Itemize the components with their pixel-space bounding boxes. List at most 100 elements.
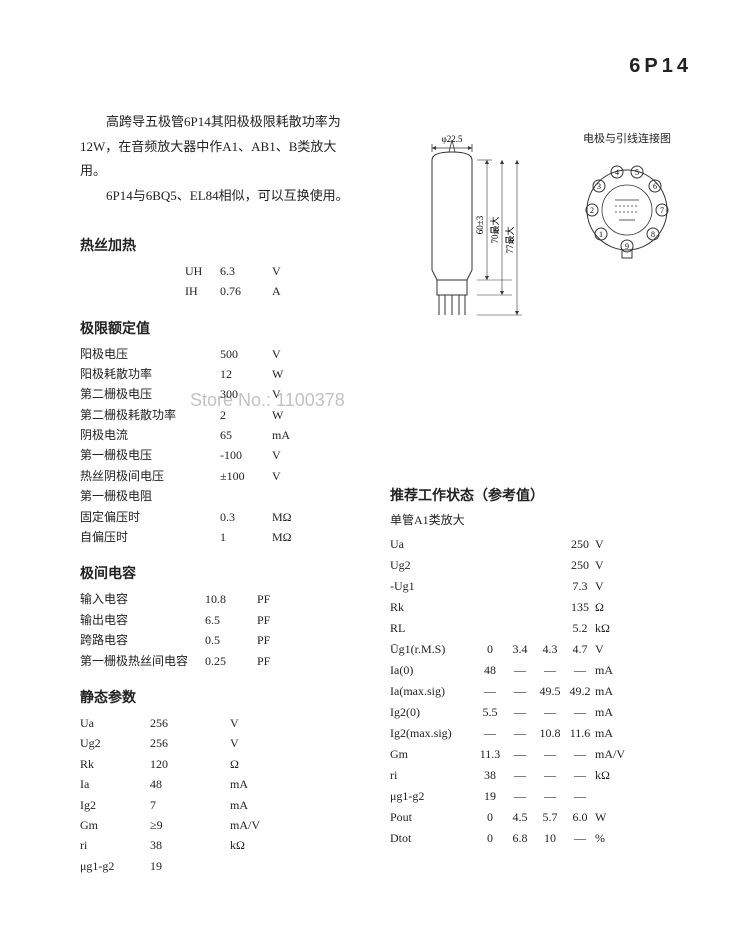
spec-unit: mA	[272, 425, 322, 445]
rec-label: Ig2(max.sig)	[390, 723, 475, 744]
heater-row: UH6.3V	[80, 261, 360, 281]
rec-vals: 5.5———	[475, 702, 595, 723]
spec-unit: PF	[257, 610, 307, 630]
rec-row: Ig2(0)5.5———mA	[390, 702, 690, 723]
spec-sym: ri	[80, 835, 150, 855]
datasheet-page: 6P14 高跨导五极管6P14其阳极极限耗散功率为12W，在音频放大器中作A1、…	[0, 0, 747, 916]
rec-label: Rk	[390, 597, 475, 618]
rec-unit: mA	[595, 702, 635, 723]
spec-unit: kΩ	[230, 835, 280, 855]
rec-vals: ——10.811.6	[475, 723, 595, 744]
rec-row: Ia(0)48———mA	[390, 660, 690, 681]
spec-val: 1	[220, 527, 272, 547]
rec-label: -Ug1	[390, 576, 475, 597]
spec-unit: W	[272, 405, 322, 425]
rec-unit: W	[595, 807, 635, 828]
limits-row: 阳极电压500V	[80, 344, 360, 364]
spec-val: 6.3	[220, 261, 272, 281]
static-row: Ig27mA	[80, 795, 360, 815]
spec-label: 阳极耗散功率	[80, 364, 185, 384]
spec-val: 0.5	[205, 630, 257, 650]
rec-label: Ua	[390, 534, 475, 555]
spec-val: 120	[150, 754, 230, 774]
spec-unit: PF	[257, 589, 307, 609]
rec-unit: mA	[595, 681, 635, 702]
rec-vals: 5.2	[475, 618, 595, 639]
svg-text:7: 7	[660, 206, 664, 215]
spec-sym: IH	[185, 281, 220, 301]
static-title: 静态参数	[80, 687, 360, 707]
spec-sym: UH	[185, 261, 220, 281]
rec-label: Pout	[390, 807, 475, 828]
rec-row: μg1-g219———	[390, 786, 690, 807]
limits-row: 阴极电流65mA	[80, 425, 360, 445]
spec-label: 跨路电容	[80, 630, 205, 650]
rec-unit: mA	[595, 660, 635, 681]
rec-unit: V	[595, 639, 635, 660]
rec-row: Ua250V	[390, 534, 690, 555]
rec-row: Ig2(max.sig)——10.811.6mA	[390, 723, 690, 744]
page-title: 6P14	[629, 55, 692, 78]
spec-subhead: 第一栅极电阻	[80, 486, 360, 506]
spec-label: 输出电容	[80, 610, 205, 630]
svg-text:4: 4	[615, 168, 619, 177]
spec-unit: V	[272, 466, 322, 486]
rec-unit: kΩ	[595, 618, 635, 639]
caps-row: 输出电容6.5PF	[80, 610, 360, 630]
rec-vals: 03.44.34.7	[475, 639, 595, 660]
limits-row: 第二栅极耗散功率2W	[80, 405, 360, 425]
spec-unit: V	[272, 445, 322, 465]
rec-label: Ig2(0)	[390, 702, 475, 723]
pinout-svg: 1 2 3 4 5 6 7 8 9	[567, 150, 687, 270]
heater-row: IH0.76A	[80, 281, 360, 301]
height2-label: 70最大	[489, 216, 500, 243]
limits-row: 固定偏压时0.3MΩ	[80, 507, 360, 527]
static-row: ri38kΩ	[80, 835, 360, 855]
spec-val: 19	[150, 856, 230, 876]
static-row: Ia48mA	[80, 774, 360, 794]
svg-text:9: 9	[625, 242, 629, 251]
spec-sym: μg1-g2	[80, 856, 150, 876]
spec-label: 第一栅极热丝间电容	[80, 651, 205, 671]
spec-unit: MΩ	[272, 507, 322, 527]
rec-row: -Ug17.3V	[390, 576, 690, 597]
caps-title: 极间电容	[80, 563, 360, 583]
spec-val: 48	[150, 774, 230, 794]
rec-vals: 7.3	[475, 576, 595, 597]
spec-label: 自偏压时	[80, 527, 185, 547]
rec-vals: 06.810—	[475, 828, 595, 849]
rec-unit: V	[595, 534, 635, 555]
spec-unit: PF	[257, 630, 307, 650]
spec-val: 300	[220, 384, 272, 404]
spec-unit: PF	[257, 651, 307, 671]
intro-text: 高跨导五极管6P14其阳极极限耗散功率为12W，在音频放大器中作A1、AB1、B…	[80, 110, 360, 209]
spec-val: 0.25	[205, 651, 257, 671]
spec-unit: V	[230, 733, 280, 753]
svg-text:6: 6	[653, 182, 657, 191]
rec-vals: 19———	[475, 786, 595, 807]
rec-unit	[595, 786, 635, 807]
rec-label: Ia(0)	[390, 660, 475, 681]
rec-row: Ūg1(r.M.S)03.44.34.7V	[390, 639, 690, 660]
rec-vals: 135	[475, 597, 595, 618]
spec-label: 输入电容	[80, 589, 205, 609]
limits-row: 第一栅极电压-100V	[80, 445, 360, 465]
diagram-area: φ22.5	[397, 130, 697, 370]
spec-val: 500	[220, 344, 272, 364]
rec-unit: V	[595, 576, 635, 597]
rec-row: Pout04.55.76.0W	[390, 807, 690, 828]
spec-unit: mA	[230, 774, 280, 794]
spec-label: 第二栅极耗散功率	[80, 405, 185, 425]
caps-row: 输入电容10.8PF	[80, 589, 360, 609]
spec-unit: V	[272, 384, 322, 404]
rec-unit: Ω	[595, 597, 635, 618]
rec-row: Gm11.3———mA/V	[390, 744, 690, 765]
spec-val: 256	[150, 713, 230, 733]
spec-unit: MΩ	[272, 527, 322, 547]
limits-row: 自偏压时 1MΩ	[80, 527, 360, 547]
rec-label: Gm	[390, 744, 475, 765]
spec-val: 65	[220, 425, 272, 445]
spec-unit: V	[230, 713, 280, 733]
spec-unit: Ω	[230, 754, 280, 774]
svg-text:3: 3	[597, 182, 601, 191]
